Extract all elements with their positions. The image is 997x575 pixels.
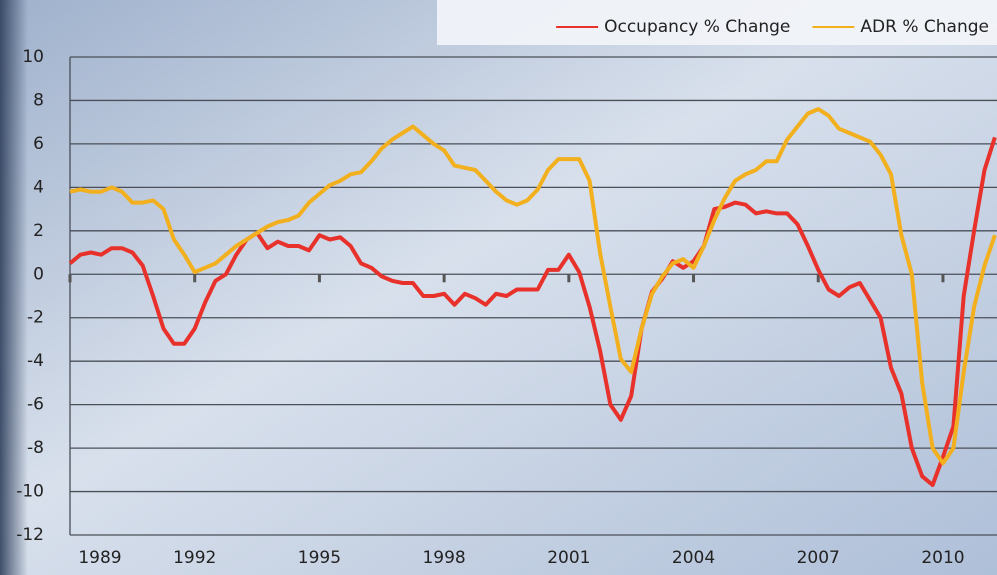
y-tick-label: -12 bbox=[16, 525, 44, 545]
line-series bbox=[69, 107, 997, 466]
y-tick-label: -4 bbox=[27, 351, 44, 371]
x-tick-label: 1995 bbox=[298, 548, 341, 568]
x-tick-label: 1992 bbox=[173, 548, 216, 568]
x-tick-label: 1989 bbox=[78, 548, 121, 568]
line-series bbox=[68, 136, 997, 487]
x-tick-label: 1998 bbox=[422, 548, 465, 568]
y-tick-label: 4 bbox=[33, 177, 44, 197]
y-tick-label: -8 bbox=[27, 438, 44, 458]
legend-label: ADR % Change bbox=[860, 17, 989, 37]
legend-box bbox=[437, 0, 997, 45]
y-tick-label: -2 bbox=[27, 308, 44, 328]
y-tick-label: -6 bbox=[27, 395, 44, 415]
y-tick-label: 2 bbox=[33, 221, 44, 241]
legend-label: Occupancy % Change bbox=[604, 17, 790, 37]
edge-shade bbox=[0, 0, 28, 575]
y-tick-label: -10 bbox=[16, 482, 44, 502]
y-tick-label: 0 bbox=[33, 264, 44, 284]
x-tick-label: 2001 bbox=[547, 548, 590, 568]
x-tick-label: 2007 bbox=[797, 548, 840, 568]
y-tick-label: 10 bbox=[22, 47, 44, 67]
y-tick-label: 6 bbox=[33, 134, 44, 154]
y-tick-label: 8 bbox=[33, 90, 44, 110]
x-tick-label: 2004 bbox=[672, 548, 715, 568]
x-tick-label: 2010 bbox=[921, 548, 964, 568]
